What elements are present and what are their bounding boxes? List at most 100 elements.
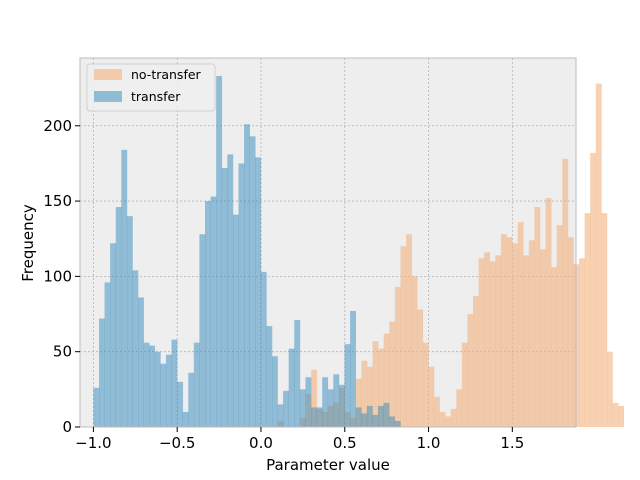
bar-no-transfer	[355, 378, 362, 427]
bar-no-transfer	[411, 276, 418, 427]
bar-transfer	[138, 297, 144, 427]
bar-no-transfer	[422, 342, 429, 427]
bar-transfer	[294, 320, 301, 427]
bar-no-transfer	[461, 342, 468, 427]
legend-swatch-transfer	[94, 91, 122, 102]
bar-transfer	[260, 271, 267, 427]
bar-no-transfer	[556, 225, 563, 427]
bar-transfer	[132, 270, 139, 427]
bar-transfer	[221, 167, 228, 427]
legend-swatch-no-transfer	[94, 69, 122, 80]
legend-label-transfer: transfer	[131, 89, 181, 104]
bar-no-transfer	[433, 396, 440, 427]
bar-transfer	[188, 372, 195, 427]
y-tick-label: 50	[53, 343, 72, 361]
bar-transfer	[372, 414, 379, 427]
bar-transfer	[394, 420, 401, 427]
y-tick-label: 200	[43, 117, 72, 135]
bar-no-transfer	[534, 207, 541, 427]
bar-transfer	[338, 384, 345, 427]
bar-no-transfer	[551, 267, 558, 427]
bar-transfer	[366, 405, 373, 427]
bar-no-transfer	[500, 234, 507, 427]
bar-transfer	[244, 124, 250, 428]
bar-transfer	[121, 149, 128, 427]
bar-no-transfer	[311, 369, 318, 427]
bar-no-transfer	[489, 261, 496, 427]
bar-no-transfer	[417, 309, 424, 427]
bar-no-transfer	[445, 416, 452, 427]
bar-no-transfer	[590, 152, 597, 427]
bar-transfer	[98, 318, 105, 427]
bar-transfer	[104, 282, 111, 427]
bar-no-transfer	[495, 255, 502, 427]
histogram-bars	[93, 76, 624, 428]
bar-transfer	[277, 404, 284, 427]
bar-no-transfer	[456, 389, 463, 427]
bar-no-transfer	[478, 258, 485, 427]
bar-no-transfer	[523, 255, 530, 427]
bar-transfer	[126, 216, 133, 427]
x-tick-label: 0.0	[249, 434, 273, 452]
bar-transfer	[143, 342, 150, 427]
bar-no-transfer	[606, 351, 613, 427]
y-axis-label: Frequency	[19, 204, 37, 282]
bar-no-transfer	[450, 408, 457, 427]
bar-transfer	[232, 214, 239, 427]
bar-no-transfer	[506, 237, 513, 427]
bar-transfer	[205, 201, 211, 427]
bar-transfer	[389, 416, 396, 427]
bar-transfer	[149, 345, 156, 427]
bar-transfer	[177, 381, 183, 427]
bar-no-transfer	[517, 222, 524, 427]
y-axis-ticks: 0 50 100 150 200	[43, 117, 80, 436]
bar-no-transfer	[428, 366, 435, 427]
bar-no-transfer	[484, 252, 491, 427]
bar-transfer	[311, 407, 317, 427]
series-transfer	[93, 76, 401, 428]
bar-no-transfer	[361, 360, 368, 427]
bar-no-transfer	[584, 213, 591, 427]
bar-transfer	[266, 326, 273, 427]
bar-transfer	[316, 407, 323, 427]
bar-transfer	[227, 154, 234, 427]
y-tick-label: 100	[43, 267, 72, 285]
bar-transfer	[299, 389, 306, 427]
bar-transfer	[238, 163, 245, 427]
bar-no-transfer	[567, 237, 574, 427]
y-tick-label: 0	[62, 418, 72, 436]
bar-no-transfer	[383, 333, 390, 427]
bar-transfer	[93, 387, 100, 427]
bar-no-transfer	[467, 314, 474, 427]
plot-frame	[79, 57, 577, 428]
bar-no-transfer	[528, 240, 535, 427]
bar-transfer	[305, 377, 312, 427]
bar-transfer	[210, 196, 217, 427]
bar-transfer	[115, 207, 122, 427]
bar-no-transfer	[545, 198, 552, 427]
bar-transfer	[216, 76, 223, 427]
bar-transfer	[333, 374, 340, 427]
bar-transfer	[171, 339, 178, 427]
bar-no-transfer	[372, 341, 379, 427]
bar-no-transfer	[595, 83, 602, 428]
bar-transfer	[377, 405, 384, 427]
bar-no-transfer	[378, 348, 385, 427]
bar-no-transfer	[612, 402, 619, 427]
bar-transfer	[361, 413, 368, 427]
legend: no-transfer transfer	[86, 63, 216, 112]
bar-transfer	[271, 356, 278, 427]
bar-transfer	[182, 411, 189, 427]
bar-transfer	[110, 243, 117, 427]
x-tick-label: 1.5	[500, 434, 524, 452]
bar-no-transfer	[400, 246, 407, 427]
legend-label-no-transfer: no-transfer	[131, 67, 202, 82]
x-tick-label: −0.5	[159, 434, 195, 452]
x-tick-label: 1.0	[417, 434, 441, 452]
bar-no-transfer	[394, 286, 401, 427]
bar-transfer	[255, 157, 262, 427]
bar-transfer	[193, 342, 200, 427]
bar-no-transfer	[439, 411, 446, 427]
bar-no-transfer	[473, 295, 479, 427]
